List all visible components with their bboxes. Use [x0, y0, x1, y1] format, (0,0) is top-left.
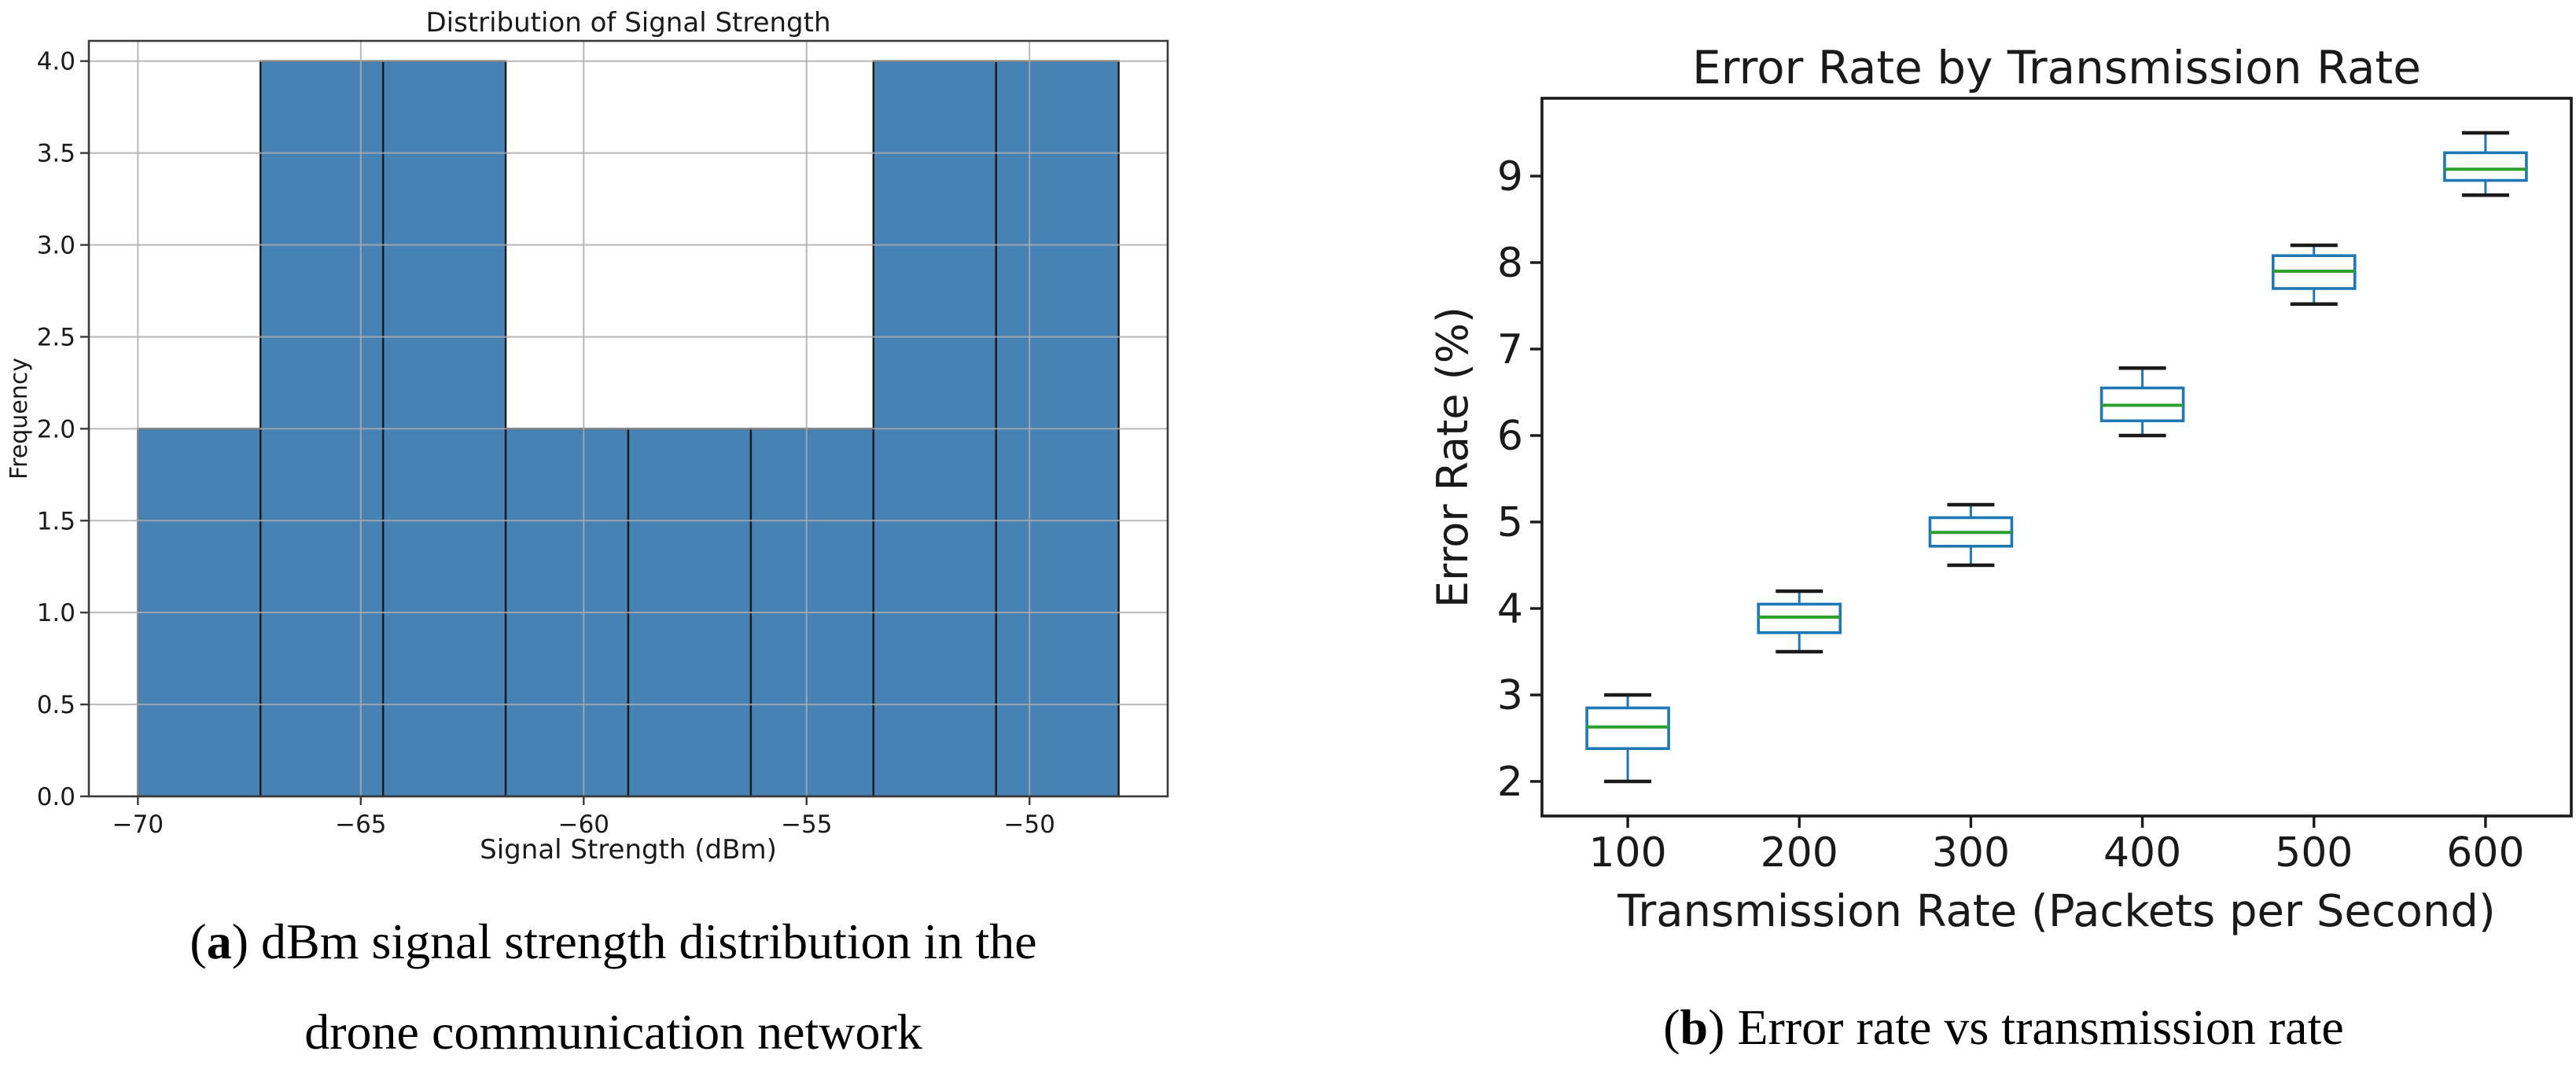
y-tick-label: 1.0	[37, 599, 75, 627]
caption-b-paren-open: (	[1663, 999, 1680, 1055]
box-400	[2099, 366, 2185, 438]
caption-a-line2: drone communication network	[304, 1004, 922, 1060]
x-tick-label: 100	[1588, 829, 1666, 877]
y-tick-label: 5	[1497, 499, 1523, 546]
caption-b-letter: b	[1680, 999, 1709, 1055]
y-tick-label: 7	[1497, 326, 1523, 373]
axes-spines	[1540, 97, 2573, 818]
caption-a-paren-open: (	[190, 913, 207, 969]
caption-a-paren-close: )	[231, 913, 248, 969]
caption-b-text: Error rate vs transmission rate	[1724, 999, 2344, 1055]
chart-a-title: Distribution of Signal Strength	[425, 7, 830, 39]
x-tick-label: −55	[781, 811, 832, 839]
caption-a: (a) dBm signal strength distribution in …	[0, 917, 1227, 1057]
y-tick-label: 3.0	[37, 232, 75, 260]
axes-spines	[87, 39, 1169, 798]
caption-a-text: dBm signal strength distribution in the	[248, 913, 1037, 969]
y-tick-labels: 2 3 4 5 6 7 8 9	[1497, 153, 1542, 806]
y-tick-label: 0.0	[37, 783, 75, 811]
x-tick-label: 600	[2446, 829, 2524, 877]
chart-b-ylabel: Error Rate (%)	[1431, 307, 1478, 608]
x-tick-label: −65	[335, 811, 386, 839]
x-tick-label: −50	[1004, 811, 1055, 839]
caption-b: (b) Error rate vs transmission rate	[1431, 1002, 2576, 1053]
y-tick-label: 3	[1497, 672, 1523, 719]
x-tick-label: 400	[2103, 829, 2181, 877]
y-tick-label: 2.5	[37, 323, 75, 351]
x-tick-label: 200	[1761, 829, 1838, 877]
caption-b-paren-close: )	[1708, 999, 1725, 1055]
box-600	[2443, 130, 2528, 197]
y-tick-label: 4	[1497, 586, 1523, 633]
x-tick-label: −60	[558, 811, 609, 839]
y-tick-labels: 0.0 0.5 1.0 1.5 2.0 2.5 3.0 3.5 4.0	[37, 48, 89, 811]
x-tick-label: 300	[1932, 829, 2010, 877]
y-tick-label: 6	[1497, 413, 1523, 460]
x-tick-label: −70	[112, 811, 164, 839]
box-300	[1928, 502, 2014, 568]
boxplot-boxes	[1585, 130, 2528, 784]
box-500	[2271, 243, 2357, 307]
y-tick-label: 4.0	[37, 48, 75, 76]
box-200	[1757, 589, 1842, 654]
y-tick-label: 2.0	[37, 415, 75, 443]
box-100	[1585, 693, 1670, 784]
y-tick-label: 1.5	[37, 507, 75, 535]
histogram-chart: −70 −65 −60 −55 −50 0.0 0.5 1.0 1.5 2.0 2.5 3.0 3.5 4…	[6, 7, 1169, 866]
x-tick-labels: 100 200 300 400 500 600	[1588, 816, 2525, 877]
x-tick-label: 500	[2275, 829, 2353, 877]
chart-a-ylabel: Frequency	[6, 358, 33, 480]
y-tick-label: 3.5	[37, 140, 75, 168]
y-tick-label: 0.5	[37, 691, 75, 719]
chart-b-title: Error Rate by Transmission Rate	[1692, 41, 2421, 94]
x-tick-labels: −70 −65 −60 −55 −50	[112, 796, 1055, 839]
chart-b-xlabel: Transmission Rate (Packets per Second)	[1617, 886, 2496, 937]
caption-a-letter: a	[206, 913, 232, 969]
y-tick-label: 8	[1497, 240, 1523, 287]
grid-lines	[89, 41, 1168, 797]
y-tick-label: 2	[1497, 759, 1523, 806]
y-tick-label: 9	[1497, 153, 1523, 200]
caption-a-line1: (a) dBm signal strength distribution in …	[0, 917, 1227, 967]
boxplot-chart: 100 200 300 400 500 600 2 3 4 5 6 7 8 9 Error Rate by …	[1431, 41, 2573, 937]
chart-a-xlabel: Signal Strength (dBm)	[480, 834, 777, 866]
